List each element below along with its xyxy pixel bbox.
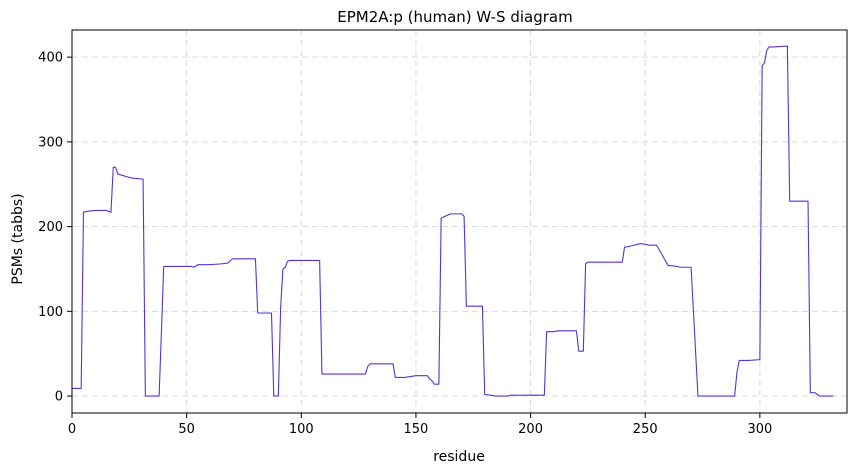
y-tick-label: 400: [38, 51, 63, 66]
x-tick-label: 100: [289, 422, 314, 437]
plot-border: [71, 29, 848, 414]
axes: 0 50 100 150 200 250 300 0 100 200 300 400: [38, 51, 772, 437]
y-tick-label: 300: [38, 135, 63, 150]
x-tick-label: 300: [747, 422, 772, 437]
grid: [71, 30, 847, 413]
series-line: [72, 45, 834, 397]
y-tick-label: 200: [38, 220, 63, 235]
x-tick-label: 150: [404, 422, 429, 437]
x-tick-label: 250: [633, 422, 658, 437]
plot-frame: [71, 29, 848, 414]
y-tick-label: 0: [55, 390, 63, 405]
x-tick-label: 0: [68, 422, 76, 437]
x-axis-label: residue: [433, 449, 485, 465]
x-tick-label: 200: [518, 422, 543, 437]
y-tick-label: 100: [38, 305, 63, 320]
chart-title: EPM2A:p (human) W-S diagram: [337, 8, 572, 26]
series-layer: [72, 45, 834, 397]
x-tick-label: 50: [178, 422, 195, 437]
y-axis-label: PSMs (tabbs): [10, 193, 26, 284]
